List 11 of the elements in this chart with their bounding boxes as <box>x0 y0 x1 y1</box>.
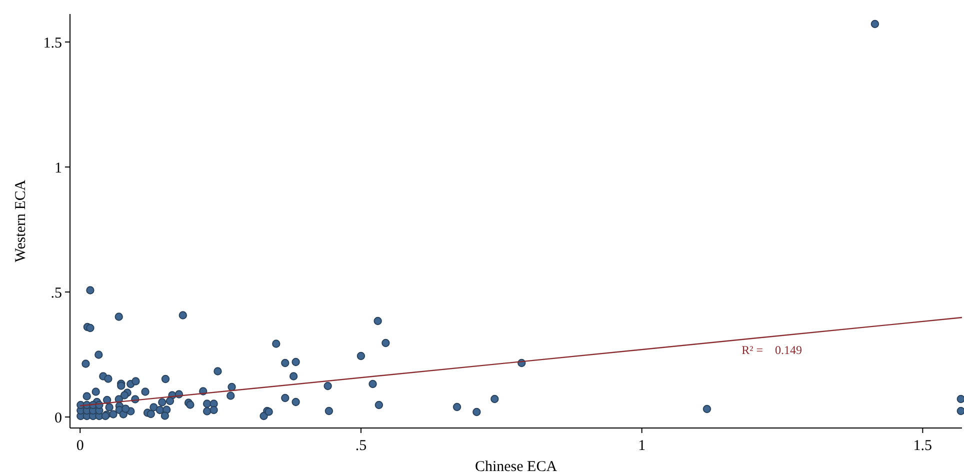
y-axis-title: Western ECA <box>13 180 29 262</box>
y-tick-label: 1.5 <box>43 35 62 52</box>
y-tick-label: 1 <box>54 160 62 176</box>
x-tick-label: 1.5 <box>913 438 932 454</box>
x-axis-title: Chinese ECA <box>474 459 558 474</box>
x-tick-label: 1 <box>638 438 646 454</box>
y-tick-label: 0 <box>54 410 62 426</box>
x-tick-label: 0 <box>76 438 84 454</box>
y-tick-label: .5 <box>50 285 62 302</box>
annotation: R² = 0.149 <box>742 342 802 357</box>
x-tick-label: .5 <box>355 438 367 454</box>
